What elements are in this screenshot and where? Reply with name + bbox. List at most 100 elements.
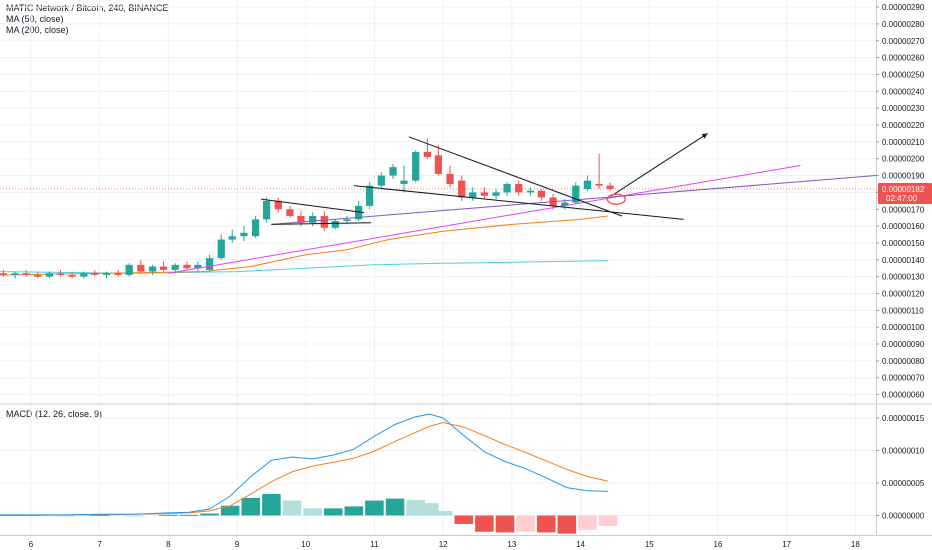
candle bbox=[320, 210, 328, 232]
macd-histogram-bar bbox=[323, 508, 343, 516]
price-tick-label: 0.00000280 bbox=[882, 20, 925, 29]
candle-body bbox=[469, 192, 477, 198]
candle-body bbox=[34, 274, 42, 277]
candle bbox=[205, 254, 214, 272]
candle-body bbox=[492, 192, 500, 196]
candle bbox=[389, 163, 397, 179]
wedge-upper-line bbox=[261, 198, 365, 214]
drawings bbox=[168, 133, 877, 274]
candle-body bbox=[480, 192, 488, 196]
time-tick-label: 10 bbox=[301, 540, 310, 549]
candle-body bbox=[251, 219, 260, 237]
candle bbox=[492, 189, 500, 200]
candle bbox=[515, 180, 523, 196]
macd-legend: MACD (12, 26, close, 9) bbox=[6, 409, 103, 419]
candle bbox=[11, 271, 19, 279]
macd-histogram-bar bbox=[344, 506, 364, 516]
candle-body bbox=[446, 173, 454, 184]
macd-histogram-bar bbox=[241, 497, 261, 516]
candle-body bbox=[331, 221, 339, 228]
candle-body bbox=[217, 239, 225, 259]
candle-body bbox=[183, 264, 191, 269]
macd-histogram-bar bbox=[557, 515, 577, 534]
candle bbox=[526, 187, 535, 196]
time-tick-label: 14 bbox=[576, 540, 585, 549]
candle-body bbox=[412, 151, 420, 181]
candle-body bbox=[11, 273, 19, 275]
price-tick-label: 0.00000100 bbox=[882, 323, 925, 332]
candle-body bbox=[572, 185, 580, 203]
candle-body bbox=[423, 151, 431, 158]
price-tick-label: 0.00000270 bbox=[882, 37, 925, 46]
macd-histogram-bar bbox=[220, 505, 240, 516]
candle-body bbox=[159, 266, 168, 270]
macd-histogram-bar bbox=[200, 513, 219, 516]
candle-body bbox=[503, 183, 511, 193]
candle-body bbox=[228, 236, 236, 240]
time-tick-label: 12 bbox=[439, 540, 448, 549]
candle-body bbox=[458, 180, 466, 198]
candle bbox=[159, 261, 168, 272]
candle bbox=[572, 182, 580, 205]
candle bbox=[583, 175, 592, 191]
support-line bbox=[353, 185, 684, 220]
macd-tick-label: 0.00000010 bbox=[882, 447, 925, 456]
ma200-line bbox=[0, 260, 609, 274]
price-tick-label: 0.00000210 bbox=[882, 138, 925, 147]
ma200-legend: MA (200, close) bbox=[6, 25, 69, 35]
candle-body bbox=[434, 155, 442, 174]
candle-body bbox=[286, 209, 294, 216]
candle bbox=[102, 271, 111, 279]
candle-body bbox=[561, 202, 569, 206]
candle-body bbox=[80, 273, 88, 277]
macd-tick-label: 0.00000005 bbox=[882, 479, 925, 488]
candle bbox=[286, 205, 294, 218]
price-tick-label: 0.00000080 bbox=[882, 357, 925, 366]
price-tag-value: 0.00000182 bbox=[882, 185, 925, 194]
macd-histogram-bar bbox=[578, 515, 597, 530]
price-tick-label: 0.00000140 bbox=[882, 256, 925, 265]
pink-trendline bbox=[168, 164, 801, 274]
candle bbox=[148, 264, 157, 275]
price-tick-label: 0.00000220 bbox=[882, 121, 925, 130]
price-tick-label: 0.00000250 bbox=[882, 70, 925, 79]
candle-body bbox=[148, 266, 157, 272]
time-tick-label: 17 bbox=[782, 540, 791, 549]
candle bbox=[68, 271, 76, 279]
candle bbox=[434, 145, 442, 176]
candle-body bbox=[537, 190, 546, 198]
candle bbox=[262, 197, 271, 223]
macd-histogram-bar bbox=[536, 515, 556, 533]
ma50-legend: MA (50, close) bbox=[6, 14, 64, 24]
candle bbox=[377, 172, 385, 190]
macd-histogram-bar bbox=[282, 500, 302, 516]
price-tick-label: 0.00000110 bbox=[882, 306, 924, 315]
candle bbox=[22, 269, 30, 277]
macd-histogram-bar bbox=[124, 515, 144, 517]
candle-body bbox=[343, 219, 351, 222]
time-tick-label: 11 bbox=[370, 540, 379, 549]
candle bbox=[606, 182, 614, 191]
candle bbox=[331, 219, 339, 230]
macd-histogram-bar bbox=[365, 500, 384, 516]
macd-histogram-bar bbox=[516, 515, 535, 532]
candle bbox=[217, 234, 225, 260]
candle bbox=[469, 187, 477, 201]
macd-tick-label: 0.00000000 bbox=[882, 512, 925, 521]
candle-body bbox=[274, 200, 282, 210]
candle bbox=[228, 229, 236, 243]
candle bbox=[80, 271, 88, 279]
candle-body bbox=[114, 273, 122, 275]
projection-arrow bbox=[611, 133, 708, 197]
price-axis: 0.00000060 0.00000070 0.00000080 0.00000090… bbox=[876, 3, 932, 521]
macd-histogram-bar bbox=[495, 515, 515, 533]
ma50-line bbox=[0, 215, 609, 276]
candle-body bbox=[262, 200, 271, 220]
candle-body bbox=[68, 274, 76, 277]
price-tick-label: 0.00000120 bbox=[882, 289, 925, 298]
candle-body bbox=[205, 258, 214, 270]
candle bbox=[137, 259, 145, 274]
candle-body bbox=[240, 232, 248, 237]
